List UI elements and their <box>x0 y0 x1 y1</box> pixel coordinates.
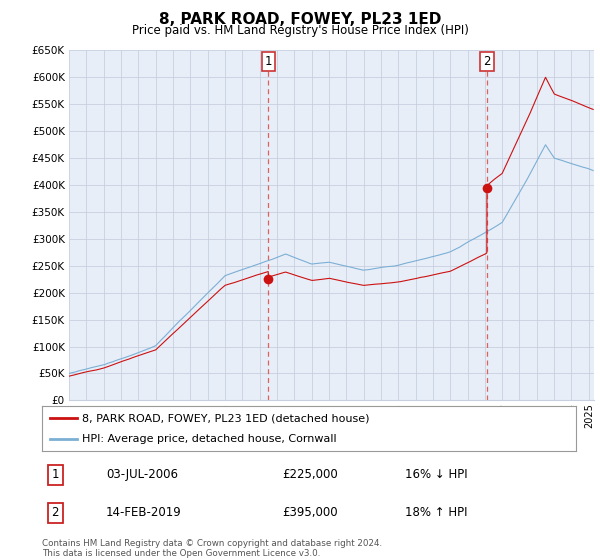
Text: £225,000: £225,000 <box>283 468 338 482</box>
Text: £395,000: £395,000 <box>283 506 338 520</box>
Text: Price paid vs. HM Land Registry's House Price Index (HPI): Price paid vs. HM Land Registry's House … <box>131 24 469 36</box>
Text: 18% ↑ HPI: 18% ↑ HPI <box>405 506 467 520</box>
Text: 2: 2 <box>483 55 491 68</box>
Text: 8, PARK ROAD, FOWEY, PL23 1ED: 8, PARK ROAD, FOWEY, PL23 1ED <box>159 12 441 27</box>
Text: 14-FEB-2019: 14-FEB-2019 <box>106 506 182 520</box>
Text: Contains HM Land Registry data © Crown copyright and database right 2024.
This d: Contains HM Land Registry data © Crown c… <box>42 539 382 558</box>
Text: 1: 1 <box>52 468 59 482</box>
Text: 16% ↓ HPI: 16% ↓ HPI <box>405 468 468 482</box>
Text: 2: 2 <box>52 506 59 520</box>
Text: HPI: Average price, detached house, Cornwall: HPI: Average price, detached house, Corn… <box>82 433 337 444</box>
Text: 8, PARK ROAD, FOWEY, PL23 1ED (detached house): 8, PARK ROAD, FOWEY, PL23 1ED (detached … <box>82 413 370 423</box>
Text: 1: 1 <box>265 55 272 68</box>
Text: 03-JUL-2006: 03-JUL-2006 <box>106 468 178 482</box>
